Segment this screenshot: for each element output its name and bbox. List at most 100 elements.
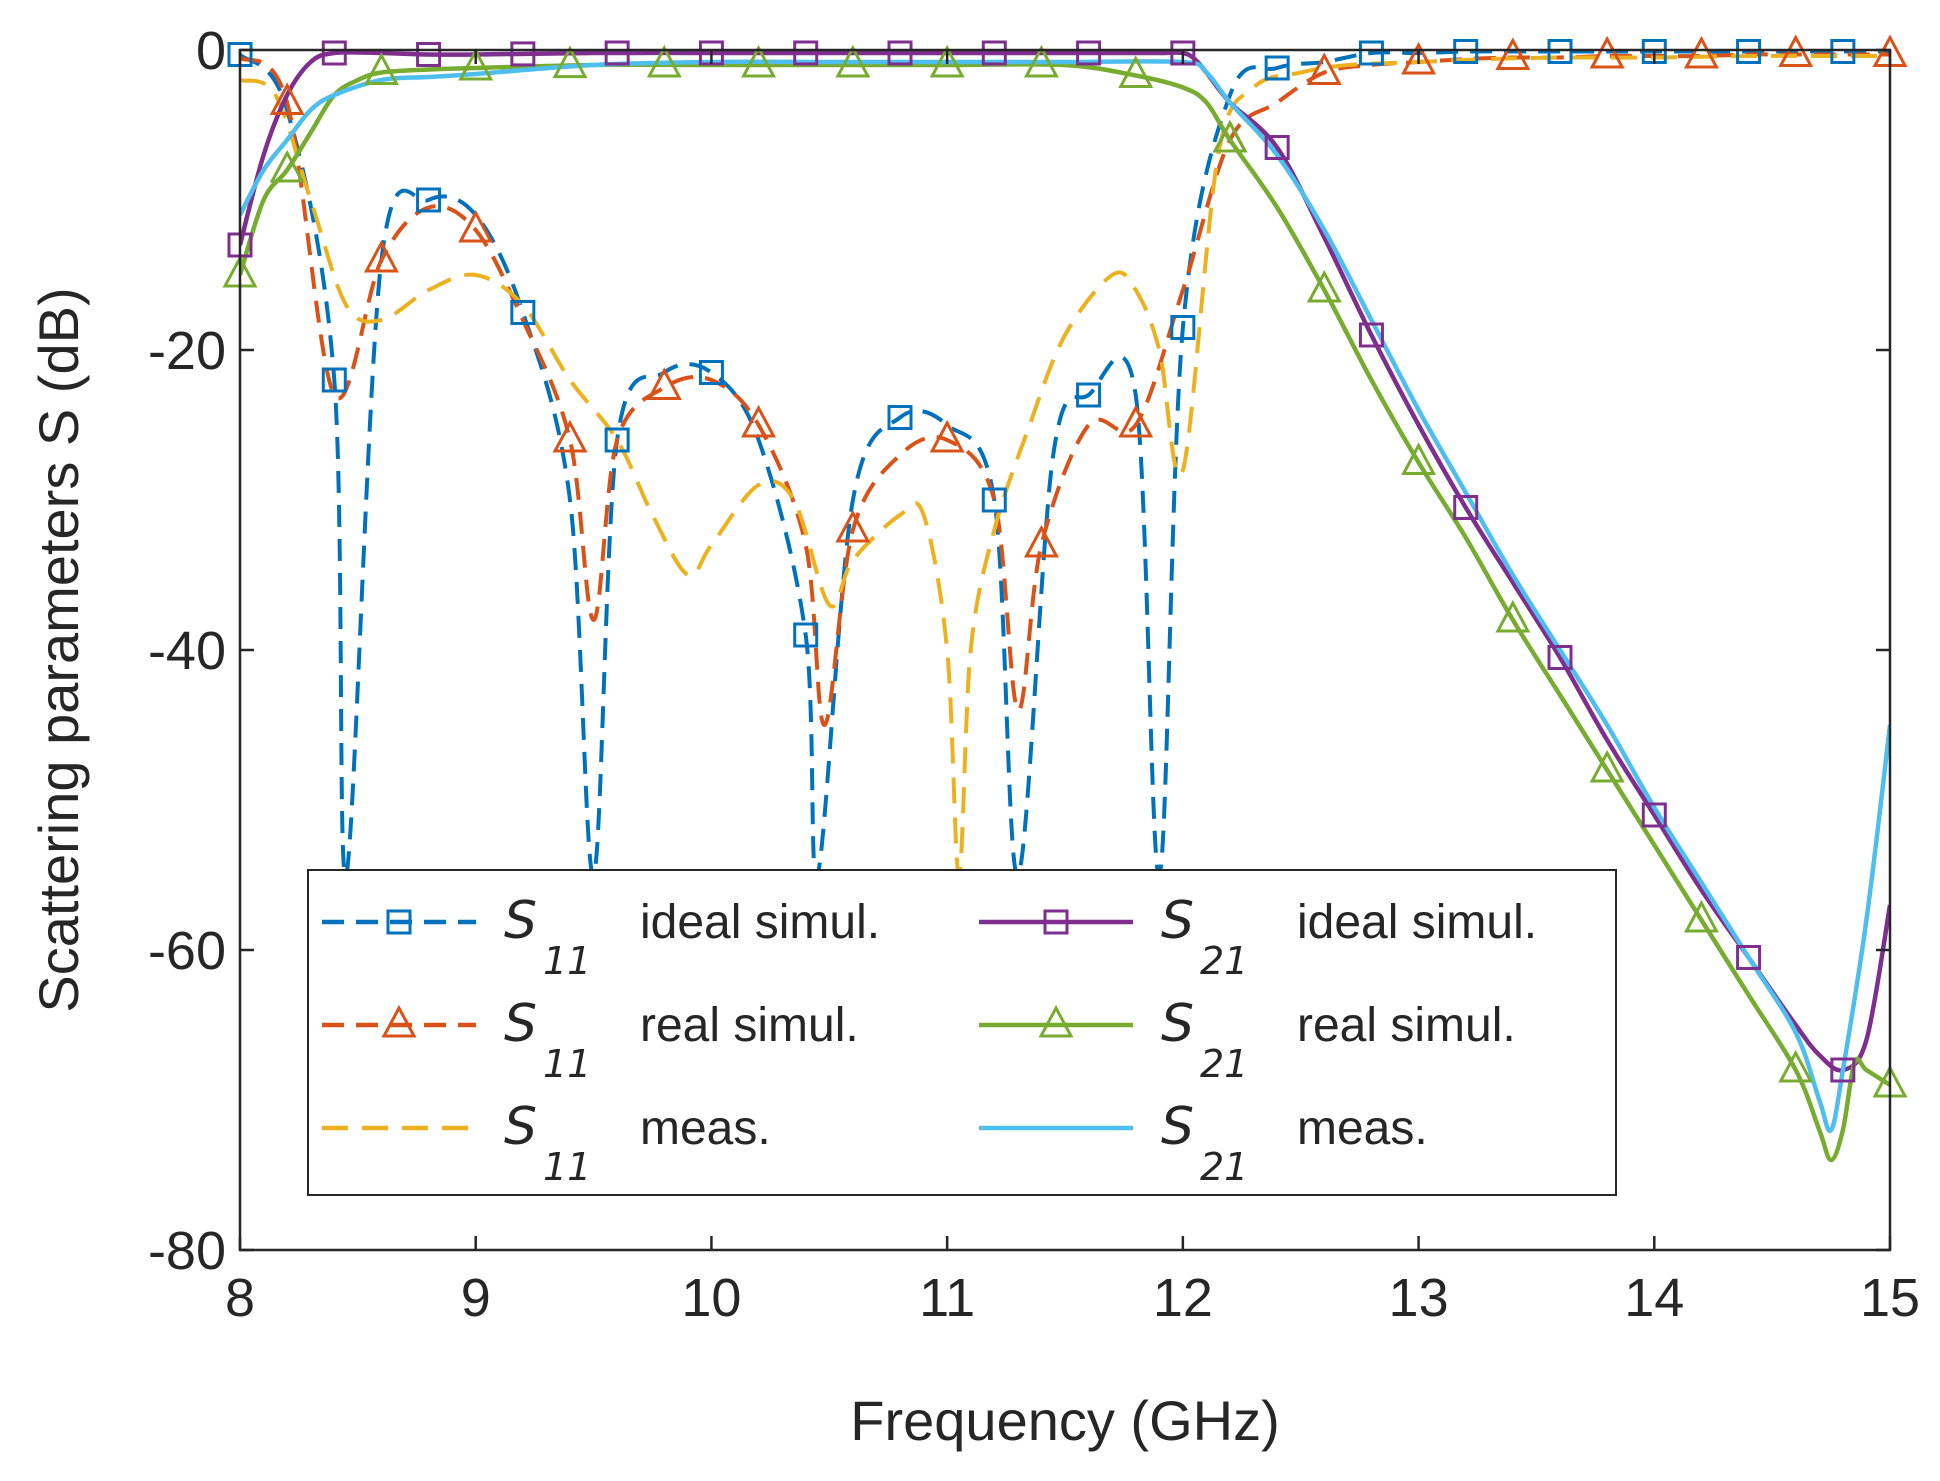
data-point-s11-ideal-8 — [981, 487, 1007, 513]
data-point-s11-real-2 — [458, 209, 494, 243]
data-point-s21-real-6 — [741, 44, 777, 78]
tick-layer: 8 9 10 11 12 13 14 15 0 -20 -40 -60 -80 — [148, 21, 1920, 1328]
data-point-s11-real-4 — [646, 367, 682, 400]
data-point-s21-ideal-6 — [793, 40, 819, 66]
y-tick-label: -40 — [148, 621, 226, 681]
legend-label: meas. — [640, 1102, 771, 1155]
data-point-s21-ideal-11 — [1264, 135, 1290, 160]
data-point-s21-ideal-7 — [887, 40, 913, 66]
data-point-s11-real-0 — [269, 82, 305, 115]
data-point-s11-ideal-12 — [1358, 40, 1384, 66]
legend-marker-s21-real — [1038, 1004, 1074, 1038]
data-point-s11-real-9 — [1118, 404, 1154, 438]
data-point-s21-ideal-12 — [1358, 322, 1384, 348]
legend-label: ideal simul. — [1297, 896, 1537, 949]
data-point-s21-real-5 — [646, 44, 682, 78]
data-point-s21-ideal-4 — [604, 40, 630, 66]
legend-subscript: 11 — [543, 1042, 591, 1086]
data-point-s21-real-7 — [835, 44, 871, 78]
data-point-s11-real-8 — [1023, 524, 1059, 558]
data-point-s21-real-11 — [1212, 119, 1248, 153]
data-point-s11-real-3 — [552, 419, 588, 453]
data-point-s11-ideal-9 — [1076, 382, 1102, 408]
x-tick-label: 14 — [1624, 1268, 1684, 1328]
data-point-s21-real-3 — [458, 47, 494, 81]
y-tick-label: -20 — [148, 321, 226, 381]
legend-entry-s21-real: S21 real simul. — [979, 994, 1516, 1086]
x-tick-label: 10 — [681, 1268, 741, 1328]
data-point-s11-ideal-10 — [1170, 315, 1196, 340]
legend-symbol: S — [1161, 994, 1194, 1054]
series-line-s21-meas — [240, 58, 1890, 1134]
data-point-s11-ideal-6 — [793, 622, 819, 648]
data-point-s21-ideal-14 — [1547, 645, 1573, 670]
legend-label: real simul. — [640, 999, 859, 1052]
data-point-s21-ideal-15 — [1641, 802, 1667, 828]
data-point-s11-ideal-7 — [887, 405, 913, 430]
data-point-s11-real-15 — [1683, 35, 1719, 69]
legend-symbol: S — [504, 891, 537, 951]
series-layer — [240, 50, 1890, 1163]
data-point-s11-real-11 — [1306, 52, 1342, 85]
data-point-s11-real-13 — [1495, 37, 1531, 70]
legend-entry-s11-meas: S11 meas. — [322, 1097, 771, 1189]
data-point-s21-real-2 — [363, 52, 399, 85]
legend-subscript: 11 — [543, 1145, 591, 1189]
data-point-s21-real-14 — [1495, 599, 1531, 633]
legend-symbol: S — [1161, 1097, 1194, 1157]
data-point-s21-real-9 — [1023, 44, 1059, 78]
data-point-s21-ideal-8 — [981, 40, 1007, 66]
x-tick-label: 8 — [225, 1268, 255, 1328]
y-tick-label: 0 — [196, 21, 226, 81]
y-axis-title: Scattering parameters S (dB) — [27, 287, 90, 1012]
data-point-s11-real-1 — [363, 239, 399, 273]
data-point-s11-ideal-14 — [1547, 39, 1573, 64]
data-point-s21-ideal-13 — [1453, 495, 1479, 520]
data-point-s21-real-4 — [552, 45, 588, 79]
x-tick-label: 13 — [1389, 1268, 1449, 1328]
marker-layer — [222, 34, 1908, 1098]
data-point-s21-real-8 — [929, 44, 965, 78]
data-point-s21-ideal-17 — [1830, 1057, 1856, 1083]
data-point-s11-ideal-11 — [1264, 55, 1290, 81]
data-point-s11-real-14 — [1589, 35, 1625, 69]
legend-entry-s21-ideal: S21 ideal simul. — [979, 891, 1537, 983]
data-point-s11-real-5 — [741, 404, 777, 438]
legend-marker-s21-ideal — [1043, 909, 1069, 935]
data-point-s21-ideal-3 — [510, 41, 536, 67]
legend-label: meas. — [1297, 1102, 1428, 1155]
data-point-s21-ideal-16 — [1736, 945, 1762, 970]
data-point-s21-real-13 — [1401, 442, 1437, 475]
data-point-s11-ideal-16 — [1736, 39, 1762, 64]
data-point-s21-ideal-9 — [1076, 40, 1102, 66]
legend-subscript: 21 — [1200, 939, 1248, 983]
legend-symbol: S — [504, 994, 537, 1054]
data-point-s11-ideal-4 — [604, 427, 630, 453]
data-point-s11-real-16 — [1778, 34, 1814, 67]
legend-subscript: 21 — [1200, 1042, 1248, 1086]
data-point-s21-real-10 — [1118, 55, 1154, 88]
legend-symbol: S — [1161, 891, 1194, 951]
legend-marker-s11-ideal — [386, 909, 412, 935]
data-point-s11-ideal-17 — [1830, 39, 1856, 64]
legend-subscript: 21 — [1200, 1145, 1248, 1189]
data-point-s11-ideal-3 — [510, 300, 536, 325]
data-point-s21-real-12 — [1306, 269, 1342, 303]
legend-label: ideal simul. — [640, 896, 880, 949]
y-tick-label: -80 — [148, 1221, 226, 1281]
data-point-s21-real-17 — [1778, 1049, 1814, 1083]
data-point-s21-real-16 — [1683, 899, 1719, 933]
data-point-s21-ideal-1 — [321, 40, 347, 66]
legend-entry-s11-ideal: S11 ideal simul. — [322, 891, 880, 983]
data-point-s11-real-6 — [835, 509, 871, 543]
series-line-s11-meas — [240, 53, 1890, 877]
x-tick-label: 15 — [1860, 1268, 1920, 1328]
x-tick-label: 12 — [1153, 1268, 1213, 1328]
data-point-s21-real-1 — [269, 149, 305, 183]
data-point-s11-real-7 — [929, 419, 965, 453]
x-tick-label: 9 — [461, 1268, 491, 1328]
data-point-s11-ideal-1 — [321, 367, 347, 393]
